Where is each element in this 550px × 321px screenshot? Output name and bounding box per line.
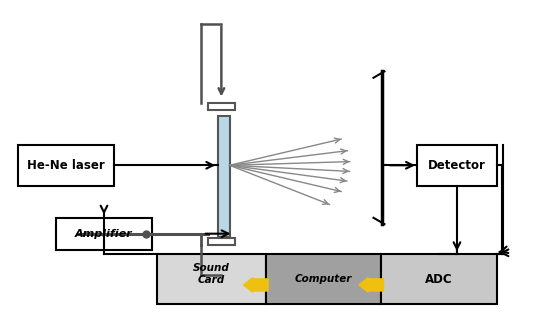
Bar — [56, 218, 152, 250]
Text: ADC: ADC — [425, 273, 453, 286]
Text: Sound
Card: Sound Card — [193, 263, 230, 285]
Bar — [18, 144, 113, 186]
Bar — [208, 238, 234, 245]
Bar — [381, 254, 497, 304]
FancyArrow shape — [244, 278, 268, 292]
Bar — [208, 103, 234, 109]
Bar — [157, 254, 266, 304]
Bar — [266, 254, 381, 304]
Text: Amplifier: Amplifier — [75, 229, 133, 239]
Bar — [417, 144, 497, 186]
Text: Detector: Detector — [428, 159, 486, 172]
Text: Computer: Computer — [295, 274, 353, 284]
Bar — [218, 116, 229, 237]
FancyArrow shape — [359, 278, 383, 292]
Text: He-Ne laser: He-Ne laser — [27, 159, 105, 172]
